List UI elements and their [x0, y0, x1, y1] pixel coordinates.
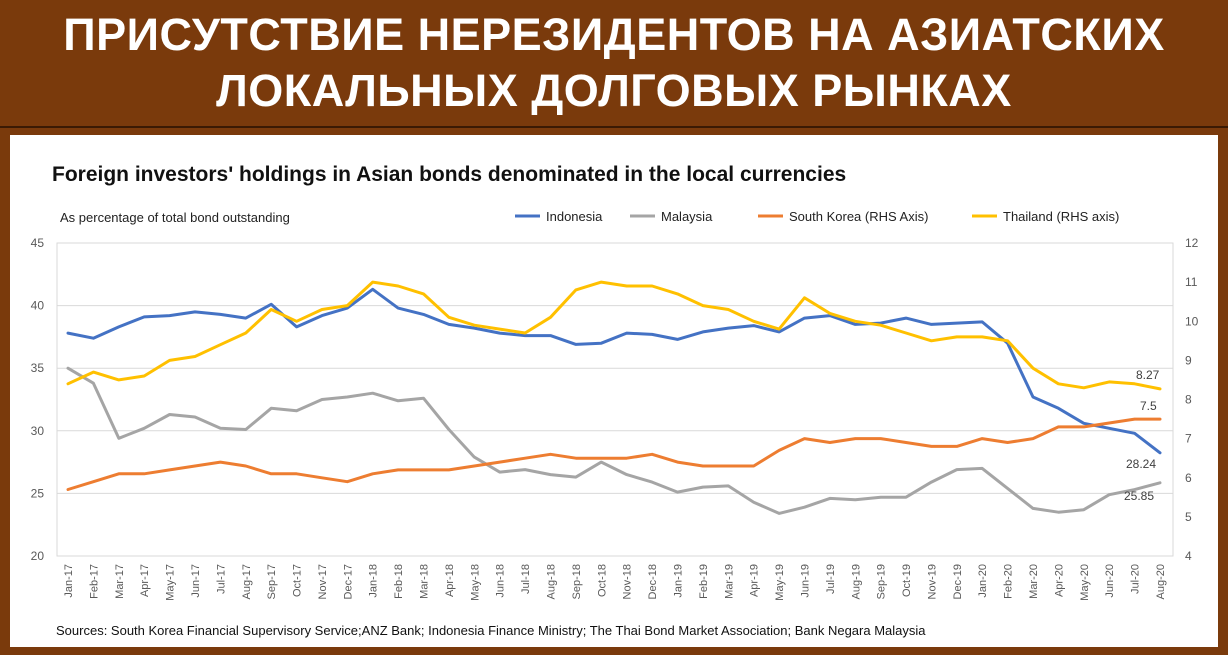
legend-label-indonesia: Indonesia — [546, 209, 603, 224]
x-axis-tick-label: Jan-17 — [63, 564, 75, 598]
right-axis-tick-label: 6 — [1185, 471, 1192, 485]
x-axis-tick-label: Mar-19 — [723, 564, 735, 599]
end-label-malaysia: 25.85 — [1124, 489, 1154, 503]
x-axis-tick-label: Oct-17 — [292, 564, 304, 597]
x-axis-tick-label: Aug-19 — [850, 564, 862, 599]
series-end-labels: 28.24 25.85 7.5 8.27 — [1124, 368, 1160, 503]
x-axis-tick-label: Jun-17 — [190, 564, 202, 598]
x-axis-tick-label: Sep-18 — [571, 564, 583, 599]
chart-panel: Foreign investors' holdings in Asian bon… — [10, 135, 1218, 647]
chart-source: Sources: South Korea Financial Superviso… — [56, 623, 926, 638]
chart-legend: Indonesia Malaysia South Korea (RHS Axis) T… — [515, 209, 1119, 224]
left-axis-tick-label: 25 — [31, 486, 45, 500]
x-axis-tick-label: Apr-18 — [444, 564, 456, 597]
x-axis-tick-label: Nov-18 — [622, 564, 634, 599]
x-axis-tick-label: Jun-19 — [799, 564, 811, 598]
x-axis-tick-label: Aug-18 — [546, 564, 558, 599]
right-axis-tick-label: 7 — [1185, 432, 1192, 446]
left-axis-tick-label: 20 — [31, 549, 45, 563]
x-axis-tick-label: Jan-19 — [672, 564, 684, 598]
left-axis-ticks: 20 25 30 35 40 45 — [31, 236, 45, 563]
x-axis-tick-label: Nov-17 — [317, 564, 329, 599]
end-label-south-korea-rhs-axis: 7.5 — [1140, 399, 1157, 413]
x-axis-tick-label: Nov-19 — [926, 564, 938, 599]
x-axis-tick-label: Aug-20 — [1155, 564, 1167, 599]
right-axis-tick-label: 10 — [1185, 314, 1199, 328]
x-axis-tick-label: Apr-20 — [1053, 564, 1065, 597]
x-axis-tick-label: Sep-17 — [266, 564, 278, 599]
left-axis-tick-label: 30 — [31, 424, 45, 438]
right-axis-ticks: 4 5 6 7 8 9 10 11 12 — [1185, 236, 1199, 563]
x-axis-tick-label: May-18 — [469, 564, 481, 601]
legend-label-south-korea-rhs-axis: South Korea (RHS Axis) — [789, 209, 928, 224]
series-lines — [66, 280, 1162, 515]
x-axis-tick-label: Feb-17 — [88, 564, 100, 599]
x-axis-tick-label: Jul-17 — [215, 564, 227, 594]
x-axis-tick-label: Sep-19 — [876, 564, 888, 599]
legend-label-malaysia: Malaysia — [661, 209, 713, 224]
x-axis-tick-label: Dec-18 — [647, 564, 659, 599]
x-axis-tick-label: Feb-20 — [1003, 564, 1015, 599]
x-axis-tick-label: Jan-18 — [368, 564, 380, 598]
x-axis-tick-label: Apr-17 — [139, 564, 151, 597]
x-axis-tick-label: Oct-19 — [901, 564, 913, 597]
legend-label-thailand-rhs-axis: Thailand (RHS axis) — [1003, 209, 1119, 224]
x-axis-tick-label: Jun-18 — [495, 564, 507, 598]
header-title-line-2: ЛОКАЛЬНЫХ ДОЛГОВЫХ РЫНКАХ — [216, 65, 1012, 116]
end-label-thailand-rhs-axis: 8.27 — [1136, 368, 1160, 382]
right-axis-tick-label: 12 — [1185, 236, 1199, 250]
x-axis-tick-label: Jan-20 — [977, 564, 989, 598]
right-axis-tick-label: 9 — [1185, 353, 1192, 367]
x-axis-tick-label: Dec-17 — [342, 564, 354, 599]
page-header: ПРИСУТСТВИЕ НЕРЕЗИДЕНТОВ НА АЗИАТСКИХ ЛО… — [0, 0, 1228, 126]
x-axis-tick-label: May-20 — [1079, 564, 1091, 601]
left-axis-tick-label: 35 — [31, 361, 45, 375]
x-axis-ticks: Jan-17 Feb-17 Mar-17 Apr-17 May-17 Jun-17 Jul-… — [63, 564, 1167, 601]
right-axis-tick-label: 5 — [1185, 510, 1192, 524]
x-axis-tick-label: Jul-20 — [1130, 564, 1142, 594]
plot-area-border — [56, 242, 1174, 557]
x-axis-tick-label: May-19 — [774, 564, 786, 601]
x-axis-tick-label: Apr-19 — [749, 564, 761, 597]
x-axis-tick-label: Feb-19 — [698, 564, 710, 599]
series-line-south-korea-rhs-axis — [66, 417, 1162, 491]
line-chart: Foreign investors' holdings in Asian bon… — [31, 163, 1199, 638]
chart-title: Foreign investors' holdings in Asian bon… — [52, 163, 846, 186]
x-axis-tick-label: May-17 — [165, 564, 177, 601]
series-line-malaysia — [66, 366, 1162, 515]
x-axis-tick-label: Mar-17 — [114, 564, 126, 599]
x-axis-tick-label: Mar-18 — [419, 564, 431, 599]
header-divider — [0, 126, 1228, 128]
end-label-indonesia: 28.24 — [1126, 457, 1156, 471]
left-axis-tick-label: 40 — [31, 299, 45, 313]
x-axis-tick-label: Jul-19 — [825, 564, 837, 594]
right-axis-tick-label: 11 — [1185, 275, 1198, 289]
chart-subtitle: As percentage of total bond outstanding — [60, 210, 290, 225]
left-axis-tick-label: 45 — [31, 236, 45, 250]
right-axis-tick-label: 8 — [1185, 393, 1192, 407]
x-axis-tick-label: Feb-18 — [393, 564, 405, 599]
header-title-line-1: ПРИСУТСТВИЕ НЕРЕЗИДЕНТОВ НА АЗИАТСКИХ — [63, 9, 1165, 60]
x-axis-tick-label: Jul-18 — [520, 564, 532, 594]
series-line-thailand-rhs-axis — [66, 280, 1162, 391]
chart-gridlines — [56, 242, 1174, 557]
x-axis-tick-label: Mar-20 — [1028, 564, 1040, 599]
x-axis-tick-label: Aug-17 — [241, 564, 253, 599]
series-line-indonesia — [66, 287, 1162, 455]
x-axis-tick-label: Dec-19 — [952, 564, 964, 599]
right-axis-tick-label: 4 — [1185, 549, 1192, 563]
x-axis-tick-label: Oct-18 — [596, 564, 608, 597]
x-axis-tick-label: Jun-20 — [1104, 564, 1116, 598]
